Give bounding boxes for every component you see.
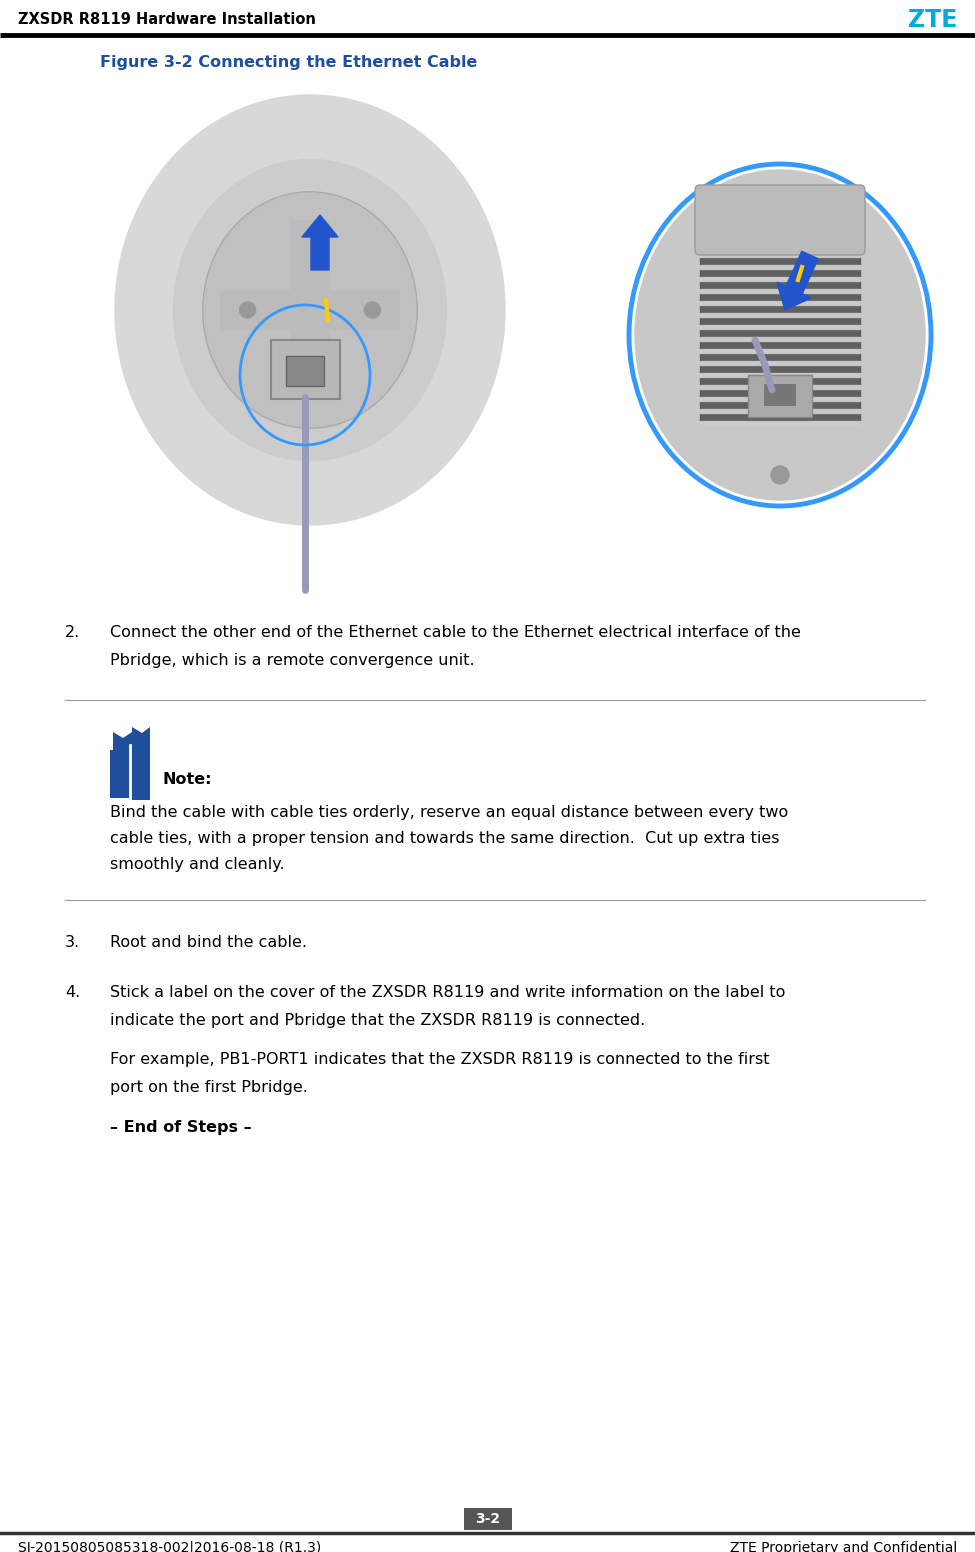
Circle shape [302,362,318,379]
Circle shape [240,303,255,318]
Ellipse shape [635,171,925,500]
Text: indicate the port and Pbridge that the ZXSDR R8119 is connected.: indicate the port and Pbridge that the Z… [110,1013,645,1027]
Text: For example, PB1-PORT1 indicates that the ZXSDR R8119 is connected to the first: For example, PB1-PORT1 indicates that th… [110,1052,769,1068]
Text: Bind the cable with cable ties orderly, reserve an equal distance between every : Bind the cable with cable ties orderly, … [110,805,788,819]
Text: ZXSDR R8119 Hardware Installation: ZXSDR R8119 Hardware Installation [18,12,316,28]
Text: 3.: 3. [65,934,80,950]
FancyBboxPatch shape [748,376,812,417]
Text: Stick a label on the cover of the ZXSDR R8119 and write information on the label: Stick a label on the cover of the ZXSDR … [110,986,786,999]
Text: Note:: Note: [162,773,212,787]
Text: 2.: 2. [65,625,80,639]
Polygon shape [132,726,150,745]
Ellipse shape [174,160,447,461]
FancyArrow shape [777,251,818,310]
Circle shape [771,466,789,484]
Text: Root and bind the cable.: Root and bind the cable. [110,934,307,950]
Circle shape [365,303,380,318]
FancyBboxPatch shape [220,290,400,331]
Text: ZTE Proprietary and Confidential: ZTE Proprietary and Confidential [729,1541,957,1552]
Text: Connect the other end of the Ethernet cable to the Ethernet electrical interface: Connect the other end of the Ethernet ca… [110,625,800,639]
FancyBboxPatch shape [110,750,132,798]
Text: cable ties, with a proper tension and towards the same direction.  Cut up extra : cable ties, with a proper tension and to… [110,830,779,846]
FancyBboxPatch shape [764,383,796,407]
FancyBboxPatch shape [290,220,330,400]
Text: SJ-20150805085318-002|2016-08-18 (R1.3): SJ-20150805085318-002|2016-08-18 (R1.3) [18,1541,321,1552]
Text: port on the first Pbridge.: port on the first Pbridge. [110,1080,308,1096]
FancyArrow shape [302,216,338,270]
Text: – End of Steps –: – End of Steps – [110,1121,252,1135]
FancyBboxPatch shape [271,340,340,399]
Text: ZTE: ZTE [908,8,957,33]
Text: Pbridge, which is a remote convergence unit.: Pbridge, which is a remote convergence u… [110,653,475,667]
Text: 3-2: 3-2 [475,1512,500,1526]
Text: 4.: 4. [65,986,80,999]
FancyBboxPatch shape [695,185,865,255]
FancyBboxPatch shape [463,1509,512,1530]
Polygon shape [113,733,132,750]
FancyBboxPatch shape [130,745,150,799]
Ellipse shape [203,192,417,428]
FancyBboxPatch shape [286,355,324,386]
Ellipse shape [115,95,505,525]
Text: smoothly and cleanly.: smoothly and cleanly. [110,857,285,872]
Text: Figure 3-2 Connecting the Ethernet Cable: Figure 3-2 Connecting the Ethernet Cable [100,54,478,70]
